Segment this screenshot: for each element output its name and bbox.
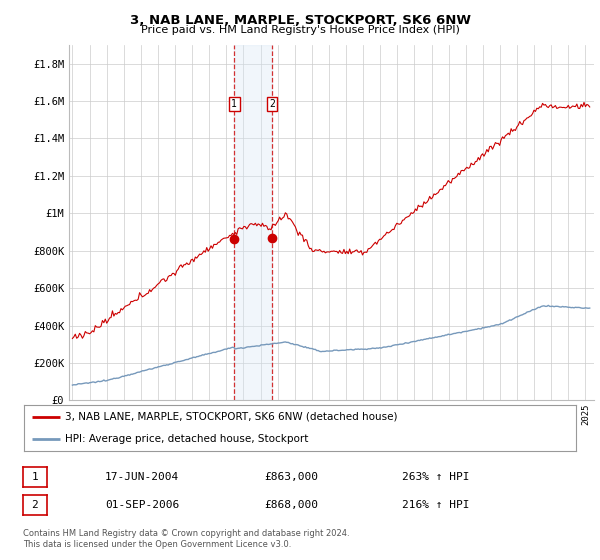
Text: 2: 2 [269,99,275,109]
Text: Price paid vs. HM Land Registry's House Price Index (HPI): Price paid vs. HM Land Registry's House … [140,25,460,35]
Text: £868,000: £868,000 [264,500,318,510]
Text: 3, NAB LANE, MARPLE, STOCKPORT, SK6 6NW (detached house): 3, NAB LANE, MARPLE, STOCKPORT, SK6 6NW … [65,412,398,422]
Text: 216% ↑ HPI: 216% ↑ HPI [402,500,470,510]
Text: 3, NAB LANE, MARPLE, STOCKPORT, SK6 6NW: 3, NAB LANE, MARPLE, STOCKPORT, SK6 6NW [130,14,470,27]
Text: 2: 2 [31,500,38,510]
Text: 1: 1 [231,99,237,109]
Text: 17-JUN-2004: 17-JUN-2004 [105,472,179,482]
Text: £863,000: £863,000 [264,472,318,482]
Text: 01-SEP-2006: 01-SEP-2006 [105,500,179,510]
Bar [234,45,272,400]
Text: 263% ↑ HPI: 263% ↑ HPI [402,472,470,482]
Text: Contains HM Land Registry data © Crown copyright and database right 2024.
This d: Contains HM Land Registry data © Crown c… [23,529,349,549]
Text: 1: 1 [31,472,38,482]
Text: HPI: Average price, detached house, Stockport: HPI: Average price, detached house, Stoc… [65,434,309,444]
